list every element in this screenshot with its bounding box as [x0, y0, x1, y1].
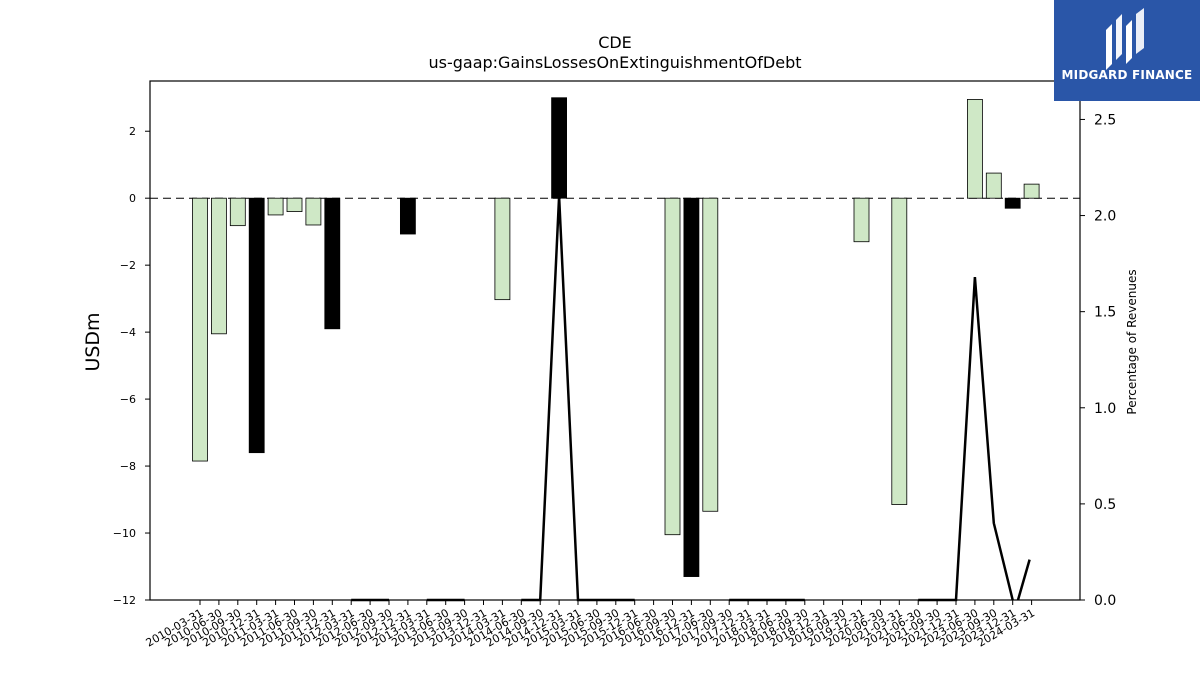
chart-subtitle: us-gaap:GainsLossesOnExtinguishmentOfDeb… [428, 53, 801, 72]
chart-title: CDE [598, 33, 632, 52]
bar [305, 197, 322, 226]
bar [702, 197, 719, 512]
y2-tick-label: 1.5 [1094, 305, 1116, 321]
bar [324, 197, 341, 330]
bar [967, 99, 983, 199]
y-axis-label: USDm [82, 312, 104, 371]
bar [286, 197, 303, 212]
percentage-line [918, 276, 1014, 602]
bar [494, 197, 511, 301]
bar [267, 197, 284, 216]
bar [985, 172, 1002, 199]
bar [210, 197, 227, 335]
y2-tick-label: 1.0 [1094, 401, 1116, 417]
y2-tick-label: 2.0 [1094, 209, 1116, 225]
percentage-line-end [1016, 559, 1031, 601]
bar [248, 197, 265, 454]
y2-tick-label: 0.0 [1094, 593, 1116, 609]
bar [853, 197, 870, 243]
bar [551, 97, 567, 199]
bar [683, 197, 700, 577]
bar [399, 197, 416, 235]
y-tick-label: 0 [129, 192, 136, 205]
plot-frame [149, 80, 1081, 601]
bar [229, 197, 246, 227]
midgard-logo-icon [1106, 8, 1144, 70]
y-tick-label: −10 [113, 527, 136, 540]
y-tick-label: −2 [120, 259, 136, 272]
bar [1004, 197, 1021, 209]
plot-area: −12−10−8−6−4−2020.00.51.01.52.02.52010-0… [113, 80, 1116, 650]
bar [664, 197, 681, 536]
brand-name: MIDGARD FINANCE [1061, 68, 1193, 82]
y-tick-label: −12 [113, 594, 136, 607]
bar [1023, 183, 1040, 199]
y-tick-label: 2 [129, 125, 136, 138]
percentage-line [521, 196, 635, 602]
y-tick-label: −6 [120, 393, 136, 406]
y2-axis-label: Percentage of Revenues [1125, 269, 1139, 414]
y-tick-label: −4 [120, 326, 136, 339]
y-tick-label: −8 [120, 460, 136, 473]
y2-tick-label: 0.5 [1094, 497, 1116, 513]
y2-tick-label: 2.5 [1094, 112, 1116, 128]
bar [891, 197, 908, 505]
brand-logo: MIDGARD FINANCE [1054, 0, 1200, 101]
bar [192, 197, 208, 462]
